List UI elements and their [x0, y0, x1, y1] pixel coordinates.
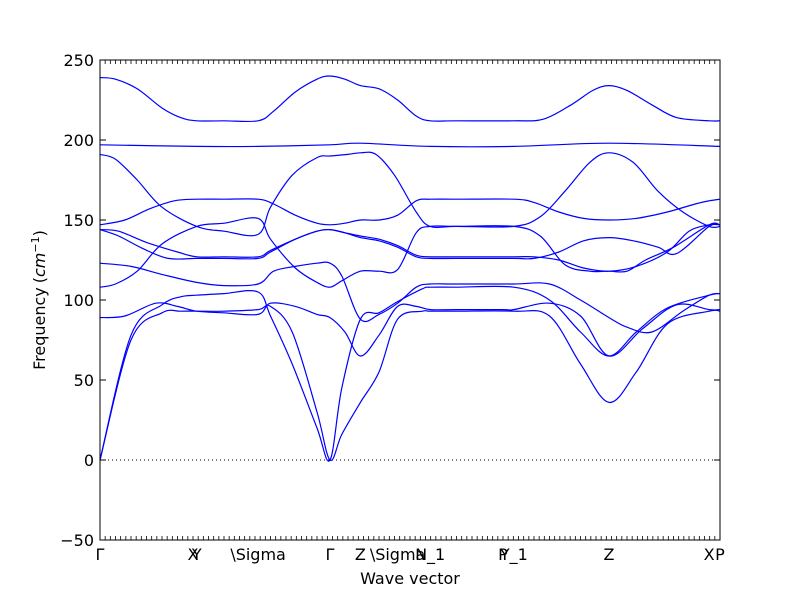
y-axis: −50 0 50 100 150 200 250 [60, 51, 720, 550]
x-tick-label: Γ [326, 545, 335, 564]
band-2 [99, 285, 721, 462]
band-9 [99, 151, 721, 237]
y-tick-label: 0 [84, 451, 94, 470]
band-7 [99, 223, 721, 260]
x-tick-label: Γ [96, 545, 105, 564]
band-3 [99, 302, 721, 357]
x-tick-label: Z [604, 545, 615, 564]
y-tick-label: 100 [63, 291, 94, 310]
y-tick-label: 50 [74, 371, 94, 390]
x-tick-label: P [498, 545, 508, 564]
x-tick-label: \Sigma [370, 545, 426, 564]
band-6 [99, 223, 721, 272]
x-tick-label: N_1 [415, 545, 445, 565]
x-tick-label: Y [191, 545, 202, 564]
x-tick-label: P [715, 545, 725, 564]
plot-background [100, 60, 720, 540]
y-tick-label: 250 [63, 51, 94, 70]
y-tick-label: −50 [60, 531, 94, 550]
band-10 [99, 142, 721, 148]
y-tick-label: 150 [63, 211, 94, 230]
y-axis-label: Frequency(cm−1) [29, 230, 49, 370]
y-tick-label: 200 [63, 131, 94, 150]
y-axis-label-unit-exp: −1 [29, 236, 42, 252]
y-axis-label-unit: cm [30, 253, 49, 277]
band-8 [99, 198, 721, 226]
band-5 [99, 217, 721, 288]
x-axis-label: Wave vector [360, 569, 460, 588]
x-tick-label: X [188, 545, 199, 564]
x-tick-label: \Sigma [230, 545, 286, 564]
band-11 [99, 75, 721, 123]
x-tick-label: Z [355, 545, 366, 564]
series-layer [99, 75, 721, 462]
x-tick-label: X [704, 545, 715, 564]
y-axis-label-text: Frequency [30, 287, 49, 370]
x-tick-label: Y_1 [499, 545, 528, 565]
band-4 [99, 261, 721, 334]
